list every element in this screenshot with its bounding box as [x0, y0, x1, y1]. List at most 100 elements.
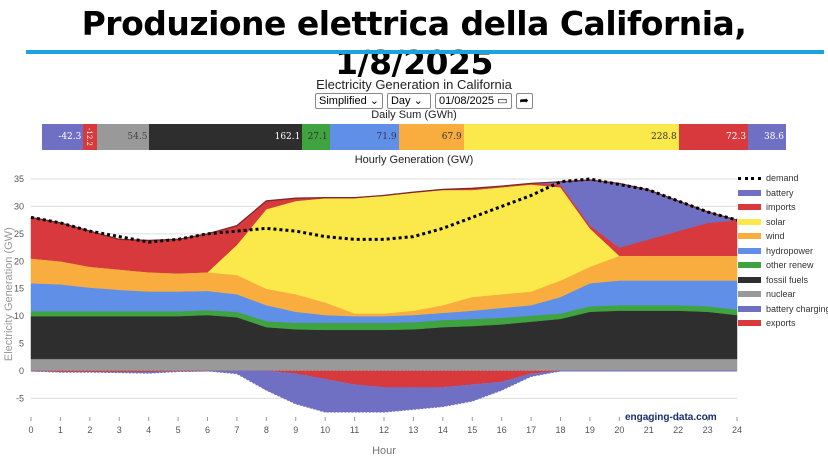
chart-title: Electricity Generation in California	[316, 77, 512, 92]
daily-segment-exports: -12.2	[83, 124, 97, 150]
x-tick-label: 11	[350, 425, 359, 435]
legend-label: demand	[766, 173, 799, 184]
legend-label: solar	[766, 216, 786, 227]
mode-select[interactable]: Simplified ⌄	[315, 93, 383, 109]
y-tick-label: 20	[14, 256, 24, 266]
legend-item-battery[interactable]: battery	[738, 186, 828, 201]
y-tick-label: 0	[19, 366, 24, 376]
x-tick-label: 20	[614, 425, 624, 435]
demand-line	[30, 177, 738, 244]
banner-underline	[26, 50, 824, 54]
share-arrow-icon: ➦	[519, 95, 529, 107]
legend-label: imports	[766, 202, 796, 213]
date-value: 01/08/2025	[438, 95, 495, 107]
stack-top-line	[30, 179, 738, 242]
legend-item-nuclear[interactable]: nuclear	[738, 287, 828, 302]
daily-segment-imports: 72.3	[678, 124, 749, 150]
legend-item-solar[interactable]: solar	[738, 215, 828, 230]
y-axis-label: Electricity Generation (GW)	[3, 227, 15, 361]
y-tick-label: 30	[14, 201, 24, 211]
legend-label: battery	[766, 187, 794, 198]
x-tick-label: 12	[379, 425, 389, 435]
legend-swatch	[738, 276, 761, 283]
legend-swatch	[738, 218, 761, 225]
x-tick-label: 10	[320, 425, 330, 435]
legend-item-demand[interactable]: demand	[738, 171, 828, 186]
x-tick-label: 14	[438, 425, 448, 435]
x-axis-label: Hour	[372, 445, 396, 457]
x-tick-label: 8	[264, 425, 269, 435]
legend-swatch	[738, 204, 761, 211]
x-tick-label: 15	[467, 425, 477, 435]
x-tick-label: 7	[234, 425, 239, 435]
legend-item-fossil-fuels[interactable]: fossil fuels	[738, 273, 828, 288]
period-value: Day	[390, 95, 411, 107]
legend-item-wind[interactable]: wind	[738, 229, 828, 244]
y-tick-label: 15	[14, 284, 24, 294]
watermark: engaging-data.com	[625, 412, 717, 423]
mode-value: Simplified	[319, 95, 367, 107]
x-tick-label: 1	[58, 425, 63, 435]
legend-swatch	[738, 189, 761, 196]
legend-label: wind	[766, 231, 785, 242]
x-tick-label: 0	[28, 425, 33, 435]
daily-segment-fossil-fuels: 162.1	[149, 124, 303, 150]
legend-swatch	[738, 233, 761, 240]
legend-label: nuclear	[766, 289, 796, 300]
legend-swatch	[738, 320, 761, 327]
daily-segment-nuclear: 54.5	[96, 124, 150, 150]
legend-label: fossil fuels	[766, 274, 809, 285]
x-tick-label: 16	[497, 425, 507, 435]
date-input[interactable]: 01/08/2025 ▭	[434, 93, 512, 109]
area-nuclear	[30, 358, 738, 372]
legend-label: hydropower	[766, 245, 814, 256]
daily-segment-battery: 38.6	[748, 124, 787, 150]
x-tick-label: 19	[585, 425, 595, 435]
hourly-title: Hourly Generation (GW)	[354, 154, 474, 166]
y-tick-label: -5	[16, 393, 24, 403]
legend-label: other renew	[766, 260, 814, 271]
legend-swatch	[738, 176, 761, 180]
x-tick-label: 22	[673, 425, 683, 435]
x-tick-label: 17	[526, 425, 536, 435]
x-tick-label: 9	[293, 425, 298, 435]
legend-item-exports[interactable]: exports	[738, 316, 828, 331]
period-select[interactable]: Day ⌄	[386, 93, 431, 109]
x-tick-label: 18	[555, 425, 565, 435]
y-tick-label: 35	[14, 174, 24, 184]
legend-item-imports[interactable]: imports	[738, 200, 828, 215]
x-tick-label: 3	[117, 425, 122, 435]
area-battery-charging	[30, 370, 737, 413]
daily-segment-other-renew: 27.1	[302, 124, 330, 150]
x-tick-label: 6	[205, 425, 210, 435]
x-tick-label: 24	[732, 425, 742, 435]
y-tick-label: 25	[14, 229, 24, 239]
y-tick-label: 10	[14, 311, 24, 321]
legend: demand battery imports solar wind hydropower o…	[738, 171, 828, 331]
daily-segment-solar: 228.8	[463, 124, 679, 150]
legend-swatch	[738, 247, 761, 254]
x-tick-label: 21	[644, 425, 654, 435]
legend-item-other-renew[interactable]: other renew	[738, 258, 828, 273]
legend-item-battery-charging[interactable]: battery charging	[738, 302, 828, 317]
daily-segment-wind: 67.9	[398, 124, 464, 150]
x-tick-label: 5	[176, 425, 181, 435]
controls: Simplified ⌄ Day ⌄ 01/08/2025 ▭ ➦	[315, 93, 533, 109]
y-tick-label: 5	[19, 339, 24, 349]
x-tick-label: 4	[146, 425, 151, 435]
go-button[interactable]: ➦	[515, 93, 533, 109]
x-tick-label: 2	[87, 425, 92, 435]
daily-segment-battery-charging: -42.3	[42, 124, 84, 150]
daily-sum-title: Daily Sum (GWh)	[371, 109, 457, 121]
x-tick-label: 23	[703, 425, 713, 435]
legend-label: exports	[766, 318, 796, 329]
legend-label: battery charging	[766, 303, 828, 314]
legend-swatch	[738, 262, 761, 269]
calendar-icon: ▭	[497, 95, 508, 107]
daily-segment-hydropower: 71.9	[329, 124, 399, 150]
banner-title: Produzione elettrica della California, 1…	[81, 4, 747, 82]
legend-item-hydropower[interactable]: hydropower	[738, 244, 828, 259]
legend-swatch	[738, 305, 761, 312]
legend-swatch	[738, 291, 761, 298]
